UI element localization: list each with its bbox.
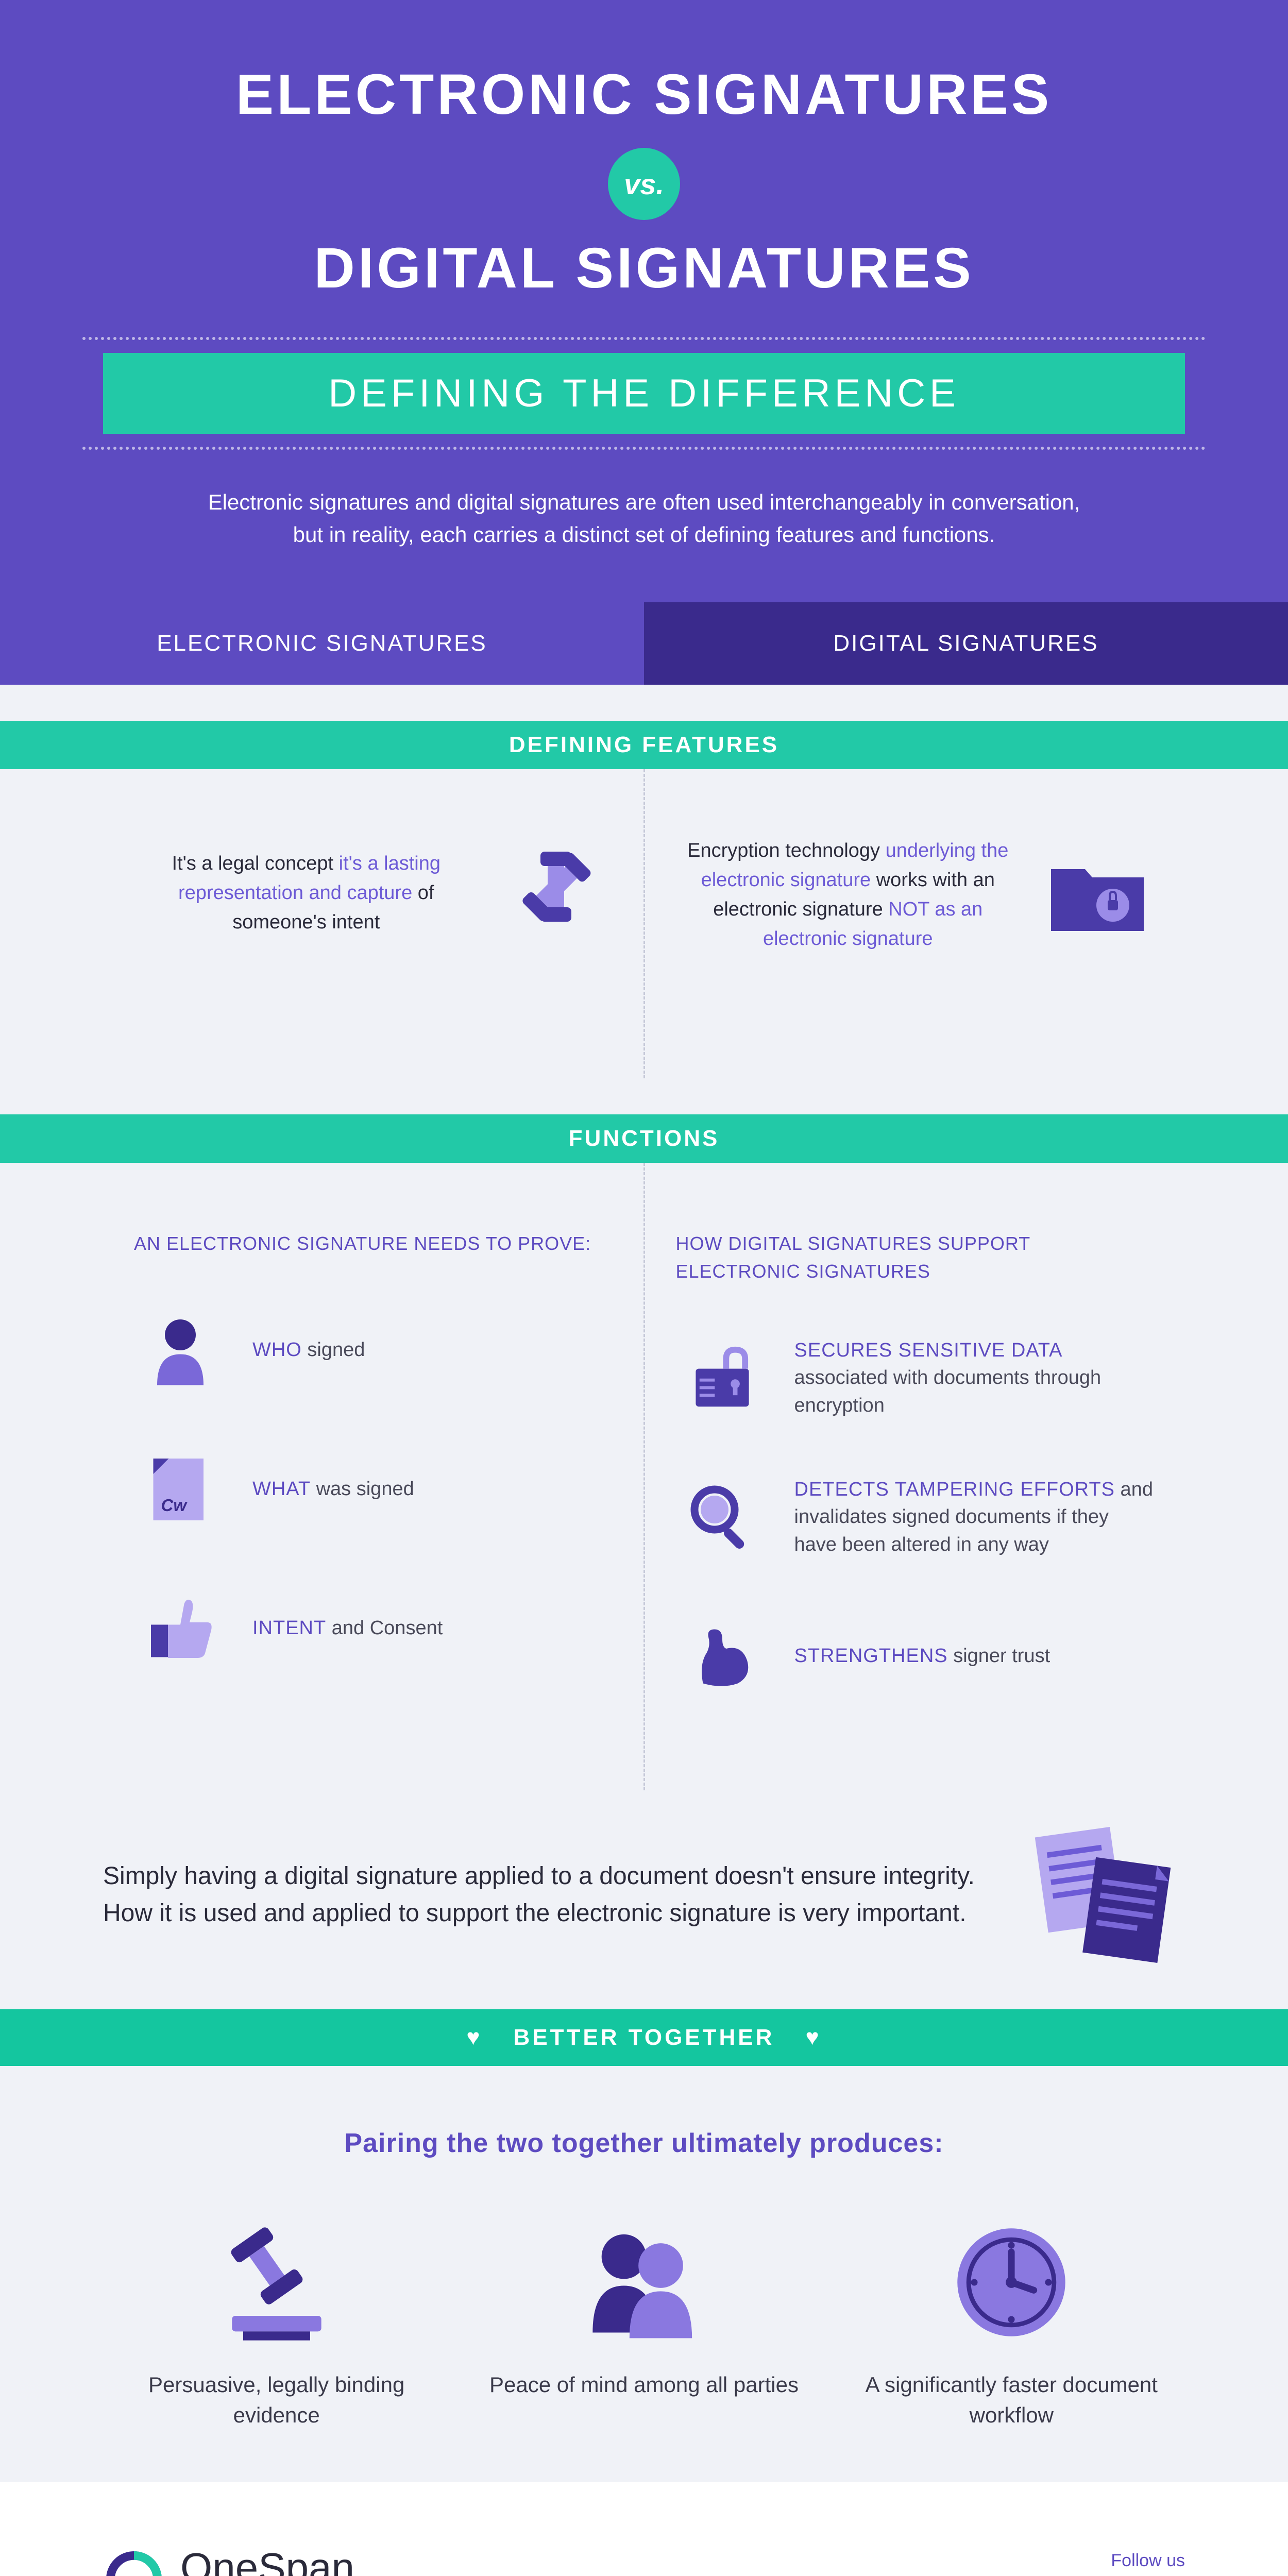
heart-icon: ♥ [466,2025,482,2050]
summary-row: Simply having a digital signature applie… [103,1790,1185,1989]
folder-lock-icon [1041,838,1154,952]
footer: OneSpan Be bold. Be secure. Follow us f … [0,2482,1288,2576]
tab-digital: DIGITAL SIGNATURES [644,602,1288,685]
func-row-what: Cw WHAT was signed [134,1443,613,1536]
benefit-peace: Peace of mind among all parties [470,2210,817,2431]
brand-logo: OneSpan Be bold. Be secure. [103,2544,354,2576]
benefit-text: Peace of mind among all parties [470,2370,817,2400]
people-icon [470,2210,817,2354]
benefit-text: A significantly faster document workflow [838,2370,1185,2431]
defining-left: It's a legal concept it's a lasting repr… [103,769,645,1078]
follow-us: Follow us f in G+ [976,2551,1185,2576]
brand-name: OneSpan [180,2544,354,2576]
gavel-block-icon [103,2210,450,2354]
func-row-secure: SECURES SENSITIVE DATAassociated with do… [676,1332,1155,1425]
section-bar-better: ♥ BETTER TOGETHER ♥ [0,2009,1288,2066]
follow-label: Follow us [976,2551,1185,2571]
benefit-evidence: Persuasive, legally binding evidence [103,2210,450,2431]
tab-electronic: ELECTRONIC SIGNATURES [0,602,644,685]
documents-icon [1020,1821,1185,1968]
onespan-logo-icon [103,2548,165,2576]
benefit-text: Persuasive, legally binding evidence [103,2370,450,2431]
section-bar-defining: DEFINING FEATURES [0,721,1288,769]
comparison-tabs: ELECTRONIC SIGNATURES DIGITAL SIGNATURES [0,602,1288,685]
functions-left-heading: AN ELECTRONIC SIGNATURE NEEDS TO PROVE: [134,1230,613,1258]
benefit-workflow: A significantly faster document workflow [838,2210,1185,2431]
defining-left-text: It's a legal concept it's a lasting repr… [134,849,479,937]
clock-icon [838,2210,1185,2354]
person-icon [134,1304,227,1397]
pairing-title: Pairing the two together ultimately prod… [103,2128,1185,2159]
gavel-icon [499,836,613,950]
thumbs-up-icon [134,1582,227,1675]
functions-compare: AN ELECTRONIC SIGNATURE NEEDS TO PROVE: … [103,1163,1185,1790]
summary-text: Simply having a digital signature applie… [103,1858,989,1932]
defining-compare: It's a legal concept it's a lasting repr… [103,769,1185,1078]
functions-right-heading: HOW DIGITAL SIGNATURES SUPPORT ELECTRONI… [676,1230,1155,1285]
functions-right: HOW DIGITAL SIGNATURES SUPPORT ELECTRONI… [645,1163,1185,1790]
section-bar-functions: FUNCTIONS [0,1114,1288,1163]
vs-badge: vs. [608,148,680,220]
body-section: ELECTRONIC SIGNATURES DIGITAL SIGNATURES… [0,602,1288,2482]
heart-icon: ♥ [805,2025,821,2050]
better-together-label: BETTER TOGETHER [514,2025,775,2050]
func-row-intent: INTENT and Consent [134,1582,613,1675]
func-row-detect: DETECTS TAMPERING EFFORTS and invalidate… [676,1471,1155,1564]
hero-title-1: ELECTRONIC SIGNATURES [103,62,1185,127]
func-row-strength: STRENGTHENS signer trust [676,1610,1155,1703]
defining-right: Encryption technology underlying the ele… [645,769,1185,1078]
hero-title-2: DIGITAL SIGNATURES [103,235,1185,301]
benefits-row: Persuasive, legally binding evidence Pea… [103,2210,1185,2431]
magnifier-icon [676,1471,769,1564]
intro-text: Electronic signatures and digital signat… [206,486,1082,551]
hero-section: ELECTRONIC SIGNATURES vs. DIGITAL SIGNAT… [0,0,1288,602]
svg-text:Cw: Cw [161,1496,188,1515]
divider-dotted [82,337,1206,340]
lock-data-icon [676,1332,769,1425]
document-signed-icon: Cw [134,1443,227,1536]
func-row-who: WHO signed [134,1304,613,1397]
divider-dotted [82,447,1206,450]
defining-right-text: Encryption technology underlying the ele… [676,836,1021,954]
muscle-arm-icon [676,1610,769,1703]
infographic-root: ELECTRONIC SIGNATURES vs. DIGITAL SIGNAT… [0,0,1288,2576]
functions-left: AN ELECTRONIC SIGNATURE NEEDS TO PROVE: … [103,1163,645,1790]
subtitle-bar: DEFINING THE DIFFERENCE [103,353,1185,434]
